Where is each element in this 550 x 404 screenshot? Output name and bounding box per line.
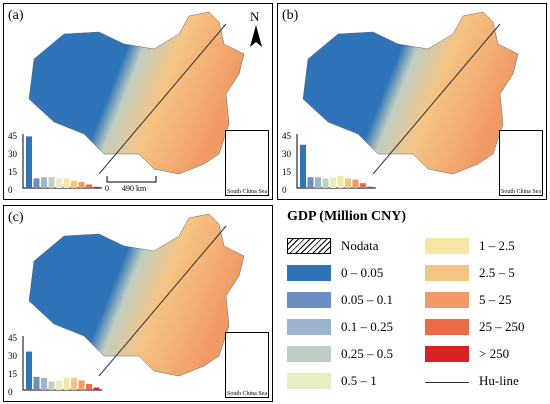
- histogram-bar: [360, 183, 366, 188]
- y-tick: 30: [8, 351, 17, 361]
- china-gdp-map: [302, 11, 519, 175]
- legend-label: 0.5 – 1: [341, 373, 377, 388]
- legend-swatch: [287, 238, 331, 254]
- legend-swatch: [287, 292, 331, 308]
- histogram-bar: [33, 178, 40, 188]
- panel-label: (a): [8, 8, 24, 23]
- histogram-bar: [41, 177, 47, 188]
- histogram-bar: [86, 384, 92, 390]
- inset-map: South China Sea: [499, 130, 543, 196]
- y-tick: 15: [282, 167, 291, 177]
- y-tick: 0: [282, 185, 287, 195]
- histogram-bar: [93, 387, 100, 390]
- scale-bar-distance: 490 km: [122, 184, 147, 193]
- legend-label: 0.1 – 0.25: [341, 319, 393, 334]
- legend-label: 0.25 – 0.5: [341, 346, 393, 361]
- histogram-bar: [86, 184, 92, 188]
- legend-swatch: [287, 373, 331, 389]
- inset-label: South China Sea: [227, 189, 267, 195]
- y-tick: 30: [8, 149, 17, 159]
- legend-label: > 250: [479, 346, 510, 361]
- y-tick: 45: [8, 333, 17, 343]
- legend-swatch: [425, 265, 469, 281]
- legend-swatch: [425, 319, 469, 335]
- histogram-bar: [307, 177, 314, 188]
- inset-map: South China Sea: [225, 130, 269, 196]
- histogram-bar: [315, 177, 321, 188]
- legend-swatch: [425, 346, 469, 362]
- legend-label: Nodata: [341, 238, 379, 253]
- legend-label: 5 – 25: [479, 292, 512, 307]
- legend-label: 1 – 2.5: [479, 238, 515, 253]
- histogram-bar: [78, 182, 85, 188]
- histogram-bar: [63, 378, 70, 390]
- legend-label: 0.05 – 0.1: [341, 292, 393, 307]
- histogram-bar: [26, 136, 32, 188]
- china-gdp-map: [28, 11, 245, 175]
- histogram-bar: [41, 378, 47, 390]
- histogram-bar: [300, 144, 306, 188]
- histogram-bar: [78, 380, 85, 390]
- panel-label: (c): [8, 210, 24, 225]
- legend-swatch: [287, 346, 331, 362]
- histogram: [22, 336, 102, 391]
- histogram-bar: [71, 378, 77, 390]
- scale-bar-zero: 0: [105, 184, 109, 193]
- inset-map: South China Sea: [225, 332, 269, 398]
- legend-swatch: [425, 238, 469, 254]
- y-tick: 45: [8, 131, 17, 141]
- y-tick: 0: [8, 185, 13, 195]
- legend-label: 25 – 250: [479, 319, 525, 334]
- legend-label: Hu-line: [479, 373, 519, 388]
- map-panel-a: (a) N 45 30 15 0 0 490 km South China Se…: [3, 3, 273, 200]
- map-panel-c: (c) 45 30 15 0 South China Sea: [3, 205, 273, 402]
- histogram-bar: [48, 177, 55, 188]
- y-tick: 15: [8, 167, 17, 177]
- legend-swatch: [425, 292, 469, 308]
- y-tick: 15: [8, 369, 17, 379]
- histogram-bar: [56, 178, 62, 188]
- histogram-bar: [345, 178, 351, 188]
- legend: GDP (Million CNY) Nodata 0 – 0.05 0.05 – 0…: [281, 205, 547, 402]
- histogram-bar: [330, 177, 336, 188]
- histogram: [22, 134, 102, 189]
- china-gdp-map: [28, 213, 245, 377]
- inset-label: South China Sea: [501, 189, 541, 195]
- y-tick: 45: [282, 131, 291, 141]
- scale-bar: [106, 176, 157, 183]
- panel-label: (b): [282, 8, 299, 23]
- map-panel-b: (b) 45 30 15 0 South China Sea: [277, 3, 547, 200]
- histogram-bar: [26, 351, 32, 390]
- inset-label: South China Sea: [227, 391, 267, 397]
- legend-swatch: [287, 265, 331, 281]
- histogram-bar: [322, 178, 329, 188]
- legend-label: 0 – 0.05: [341, 265, 384, 280]
- histogram-bar: [33, 376, 40, 390]
- histogram-bar: [93, 186, 100, 188]
- histogram-bar: [337, 176, 344, 188]
- north-arrow-icon: N: [248, 9, 264, 49]
- histogram: [296, 134, 376, 189]
- histogram-bar: [367, 186, 374, 188]
- legend-swatch: [287, 319, 331, 335]
- histogram-bar: [63, 178, 70, 188]
- histogram-bar: [71, 180, 77, 188]
- legend-swatch: [425, 382, 469, 383]
- y-tick: 30: [282, 149, 291, 159]
- legend-title: GDP (Million CNY): [287, 209, 406, 224]
- y-tick: 0: [8, 387, 13, 397]
- histogram-bar: [48, 381, 55, 390]
- histogram-bar: [56, 380, 62, 390]
- histogram-bar: [352, 179, 359, 188]
- legend-label: 2.5 – 5: [479, 265, 515, 280]
